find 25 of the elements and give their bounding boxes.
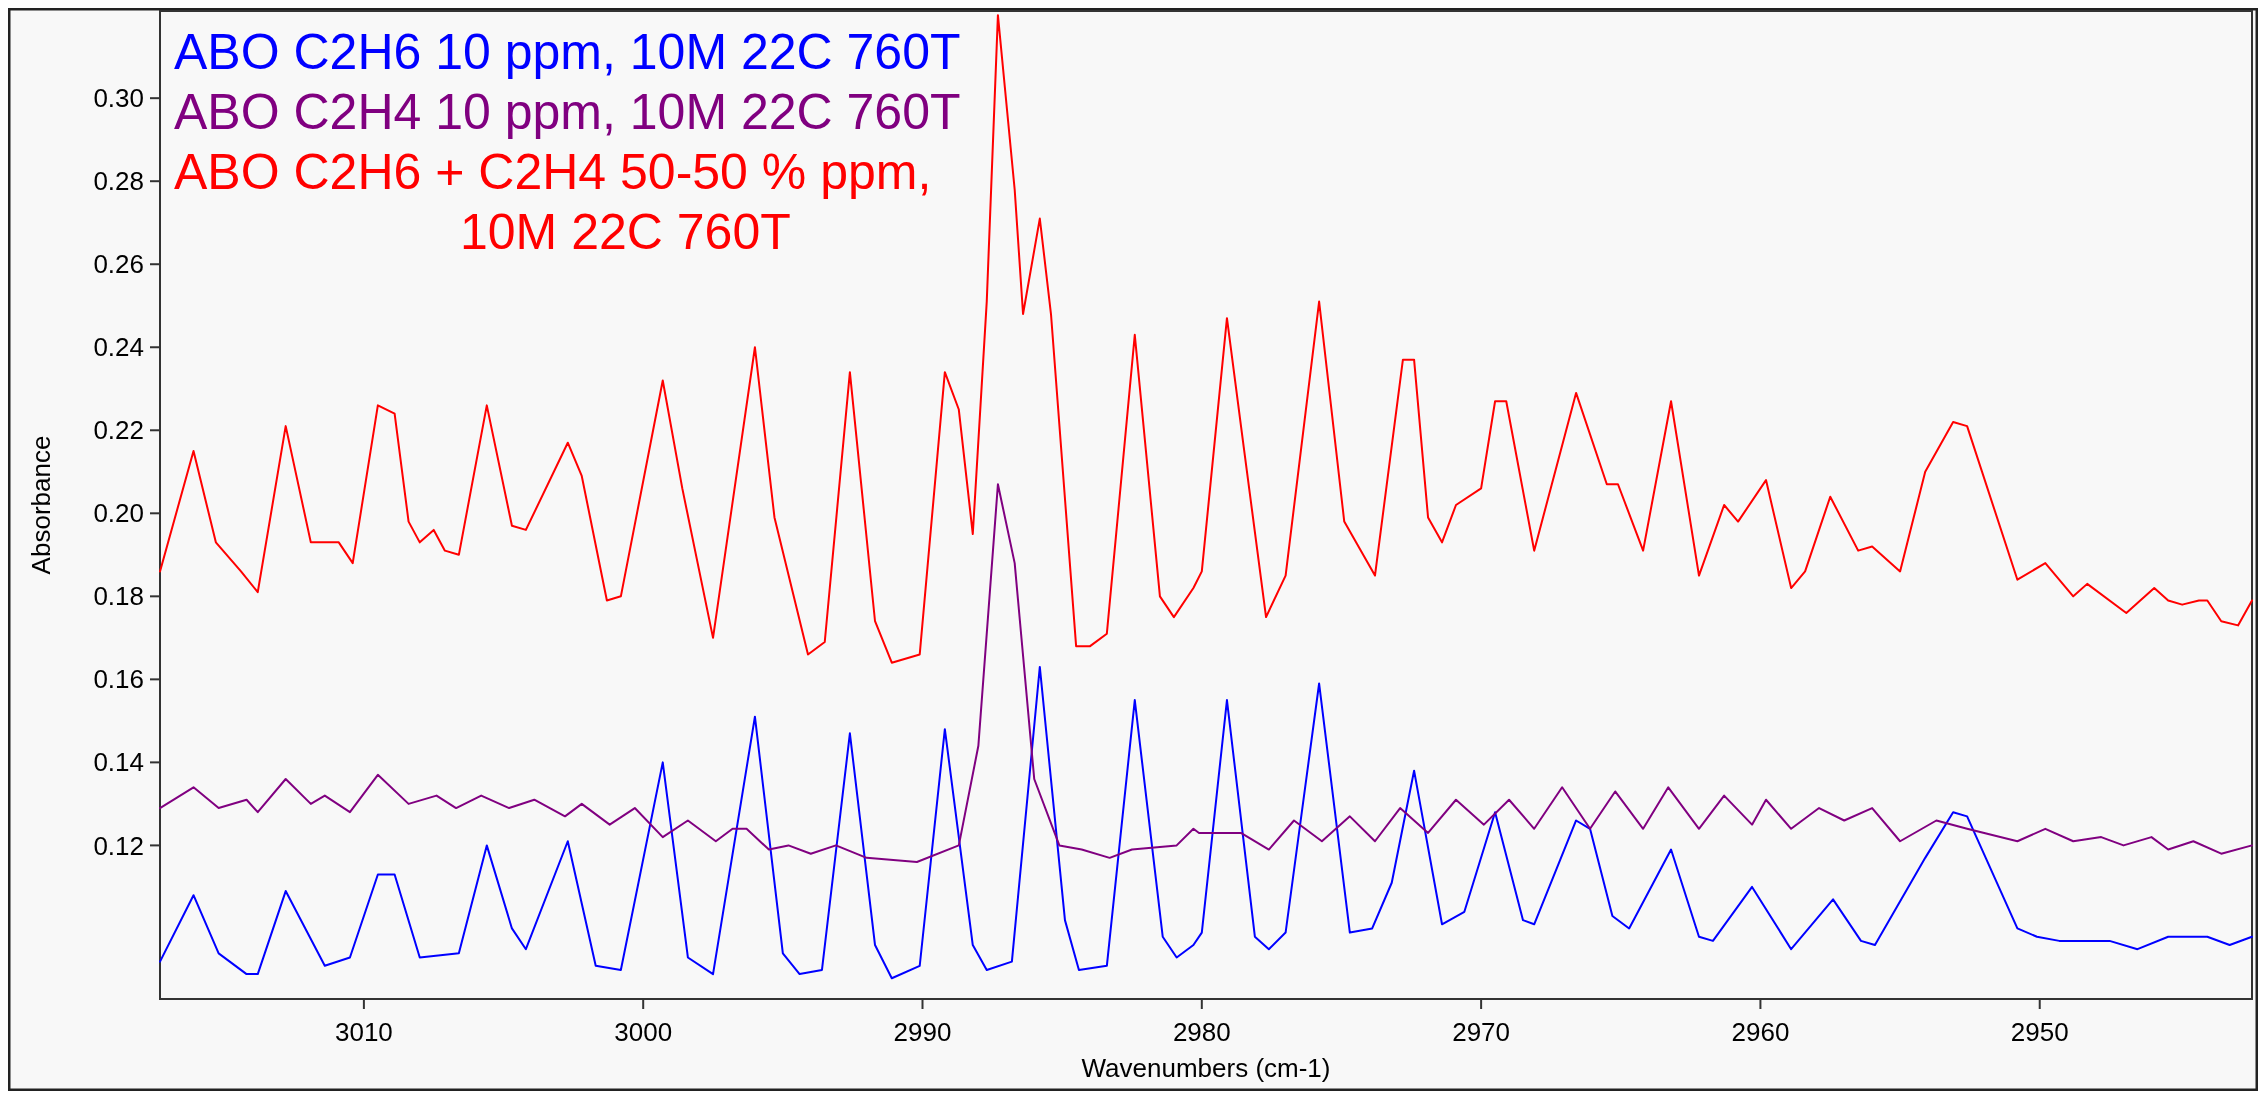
x-tick-label: 2970	[1452, 1017, 1511, 1047]
y-tick-label: 0.24	[93, 332, 144, 363]
y-tick-label: 0.14	[93, 747, 144, 778]
x-axis-title: Wavenumbers (cm-1)	[1081, 1053, 1331, 1083]
x-tick-label: 3010	[334, 1017, 393, 1047]
y-tick-label: 0.28	[93, 166, 144, 197]
text: ABO C2H4 10 ppm, 10M 22C 760T	[174, 84, 961, 140]
y-tick-label: 0.26	[93, 249, 144, 280]
x-tick-label: 2950	[2010, 1017, 2069, 1047]
y-tick-label: 0.18	[93, 581, 144, 612]
y-tick-label: 0.22	[93, 415, 144, 446]
x-tick-label: 3000	[614, 1017, 673, 1047]
y-tick-label: 0.30	[93, 83, 144, 114]
y-axis-title: Absorbance	[26, 435, 56, 575]
line-series	[159, 14, 2253, 664]
x-tick-label: 2960	[1731, 1017, 1790, 1047]
line-series	[159, 483, 2253, 864]
line-series	[159, 665, 2253, 980]
y-tick-label: 0.20	[93, 498, 144, 529]
text: ABO C2H6 10 ppm, 10M 22C 760T	[174, 24, 961, 80]
series-label: ABO C2H6 + C2H4 50-50 % ppm, 10M 22C 760T	[174, 144, 932, 260]
x-tick-label: 2990	[893, 1017, 952, 1047]
y-tick-label: 0.12	[93, 830, 144, 861]
x-tick-label: 2980	[1172, 1017, 1231, 1047]
y-tick-label: 0.16	[93, 664, 144, 695]
